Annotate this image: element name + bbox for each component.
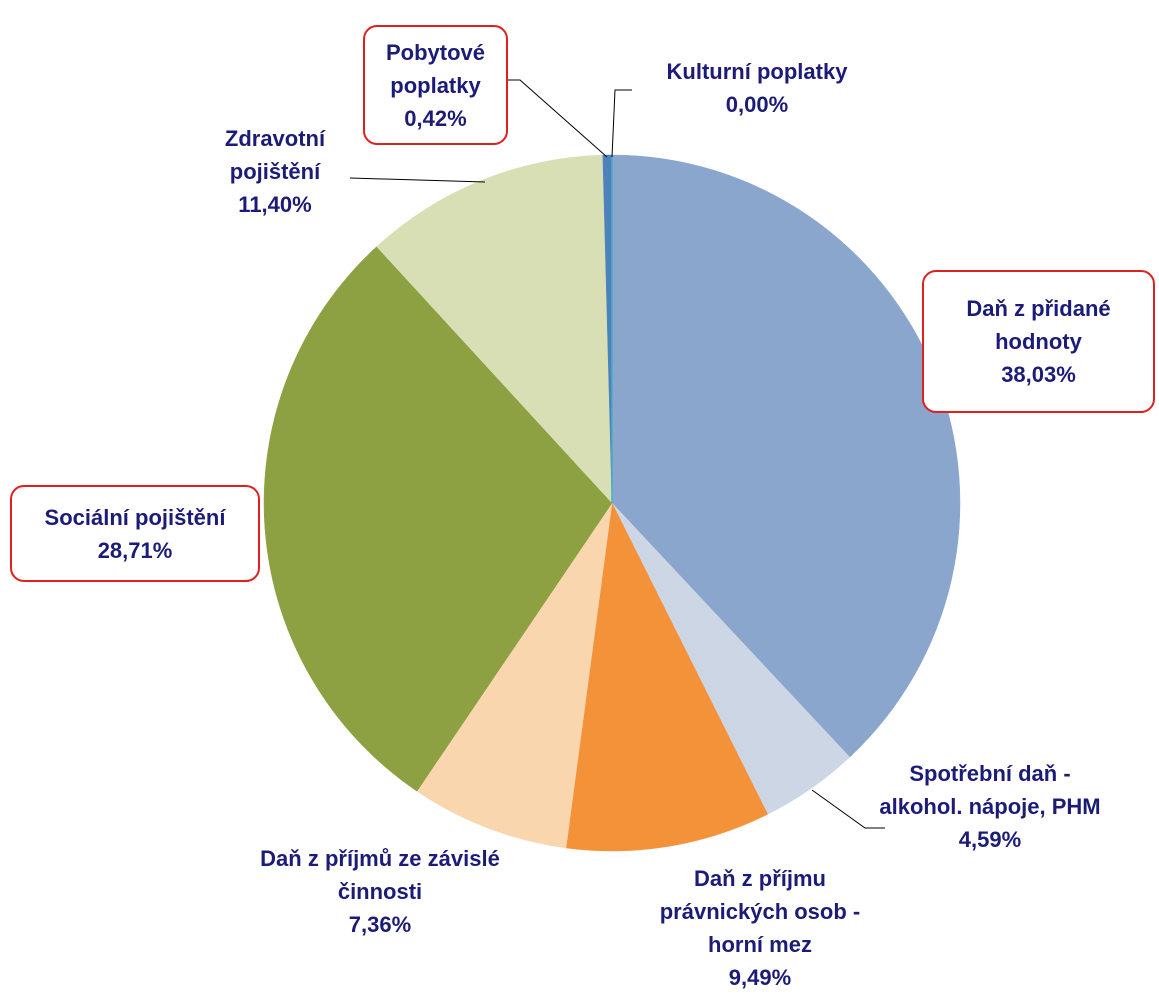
pie-slice — [263, 246, 613, 792]
slice-label: Spotřební daň - alkohol. nápoje, PHM 4,59… — [865, 757, 1115, 856]
slice-label: Daň z příjmů ze závislé činnosti 7,36% — [260, 842, 500, 941]
value-label: 9,49% — [728, 965, 792, 990]
value-label: 4,59% — [958, 827, 1022, 852]
category-name: Zdravotní pojištění — [224, 126, 326, 184]
value-label: 7,36% — [348, 912, 412, 937]
value-label: 0,42% — [404, 105, 467, 131]
category-name: Daň z příjmů ze závislé činnosti — [260, 846, 500, 904]
pie-slice — [376, 154, 613, 504]
slice-label: Daň z přidané hodnoty 38,03% — [922, 270, 1155, 413]
slice-label: Sociální pojištění 28,71% — [10, 485, 260, 582]
pie-slice — [565, 502, 768, 852]
slice-label: Pobytové poplatky 0,42% — [363, 25, 508, 145]
value-label: 0,00% — [725, 92, 789, 117]
category-name: Daň z přidané hodnoty — [966, 296, 1111, 354]
leader-line — [349, 177, 486, 183]
leader-line — [811, 789, 885, 829]
category-name: Spotřební daň - alkohol. nápoje, PHM — [879, 761, 1101, 819]
slice-label: Zdravotní pojištění 11,40% — [195, 122, 355, 221]
value-label: 11,40% — [238, 192, 312, 217]
value-label: 38,03% — [1001, 362, 1076, 387]
value-label: 28,71% — [97, 537, 173, 563]
leader-line — [611, 89, 632, 158]
leader-line — [500, 79, 608, 158]
pie-slice — [416, 502, 613, 849]
category-name: Kulturní poplatky — [666, 59, 848, 84]
category-name: Sociální pojištění — [44, 504, 226, 530]
slice-label: Daň z příjmu právnických osob - horní me… — [640, 862, 880, 994]
slice-label: Kulturní poplatky 0,00% — [627, 55, 887, 121]
category-name: Daň z příjmu právnických osob - horní me… — [659, 866, 861, 957]
category-name: Pobytové poplatky — [385, 39, 486, 98]
